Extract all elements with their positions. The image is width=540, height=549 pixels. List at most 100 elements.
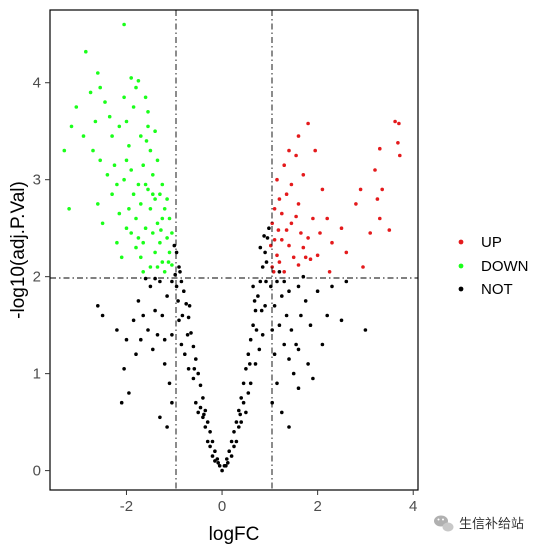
- data-point: [127, 144, 131, 148]
- data-point: [165, 236, 169, 240]
- data-point: [280, 211, 284, 216]
- data-point: [289, 328, 294, 332]
- data-point: [224, 464, 228, 468]
- data-point: [282, 342, 287, 347]
- data-point: [160, 216, 165, 221]
- data-point: [210, 454, 215, 458]
- data-point: [162, 270, 167, 274]
- data-point: [267, 226, 271, 230]
- data-point: [277, 260, 282, 264]
- data-point: [220, 468, 224, 473]
- data-point: [256, 294, 260, 298]
- legend-marker-not: [458, 286, 464, 292]
- data-point: [251, 323, 255, 328]
- data-point: [166, 260, 171, 264]
- data-point: [103, 100, 107, 104]
- data-point: [88, 90, 93, 95]
- data-point: [213, 449, 217, 454]
- data-point: [311, 376, 315, 381]
- data-point: [170, 279, 174, 284]
- data-point: [158, 415, 162, 420]
- data-point: [162, 362, 167, 366]
- data-point: [155, 265, 160, 269]
- data-point: [282, 163, 287, 167]
- data-point: [100, 221, 105, 226]
- data-point: [115, 240, 119, 245]
- wechat-icon: [434, 515, 454, 532]
- data-point: [176, 299, 180, 303]
- data-point: [124, 337, 129, 342]
- data-point: [264, 260, 269, 264]
- data-point: [134, 216, 138, 221]
- data-point: [170, 333, 174, 337]
- data-point: [227, 449, 231, 454]
- data-point: [229, 439, 234, 444]
- data-point: [196, 371, 200, 376]
- data-point: [232, 430, 236, 434]
- data-point: [296, 347, 301, 352]
- data-point: [151, 173, 155, 177]
- data-point: [361, 265, 365, 269]
- data-point: [115, 182, 119, 187]
- series-up: [269, 119, 402, 274]
- data-point: [153, 129, 157, 133]
- data-point: [248, 337, 253, 342]
- data-point: [131, 318, 136, 323]
- data-point: [74, 105, 79, 109]
- data-point: [205, 439, 210, 444]
- y-axis-ticks: 0 1 2 3 4: [33, 75, 50, 480]
- data-point: [182, 289, 186, 294]
- data-point: [330, 240, 334, 245]
- data-point: [272, 207, 277, 211]
- data-point: [277, 197, 282, 201]
- data-point: [129, 168, 133, 172]
- y-axis-title: -log10(adj.P.Val): [8, 181, 29, 319]
- data-point: [124, 158, 129, 163]
- data-point: [141, 163, 145, 167]
- data-point: [272, 352, 277, 357]
- data-point: [270, 221, 275, 226]
- data-point: [234, 420, 239, 424]
- data-point: [198, 405, 203, 410]
- legend-label-down: DOWN: [481, 258, 529, 275]
- data-point: [294, 153, 298, 158]
- legend-label-not: NOT: [481, 281, 513, 298]
- data-point: [158, 279, 162, 284]
- data-point: [257, 347, 262, 352]
- data-point: [259, 308, 264, 313]
- data-point: [344, 279, 349, 284]
- data-point: [248, 362, 252, 366]
- data-point: [194, 357, 198, 361]
- data-point: [271, 270, 276, 274]
- data-point: [122, 95, 126, 100]
- data-point: [246, 391, 251, 395]
- data-point: [253, 362, 258, 366]
- data-point: [84, 49, 88, 54]
- y-tick-label: 2: [33, 269, 41, 286]
- data-point: [330, 284, 334, 289]
- data-point: [252, 299, 257, 303]
- data-point: [122, 367, 126, 371]
- data-point: [296, 386, 301, 391]
- data-point: [107, 114, 112, 119]
- data-point: [320, 187, 325, 192]
- data-point: [136, 236, 141, 240]
- data-point: [308, 257, 313, 262]
- data-point: [378, 146, 382, 151]
- data-point: [158, 240, 162, 245]
- data-point: [299, 313, 303, 318]
- data-point: [134, 352, 138, 357]
- data-point: [375, 197, 380, 201]
- data-point: [210, 439, 215, 444]
- data-point: [183, 352, 187, 357]
- data-point: [303, 299, 308, 303]
- data-point: [241, 381, 246, 386]
- data-point: [127, 207, 131, 211]
- data-point: [100, 313, 105, 318]
- data-point: [368, 231, 373, 235]
- data-point: [93, 119, 98, 124]
- data-point: [146, 110, 150, 114]
- data-point: [191, 344, 196, 349]
- data-point: [174, 250, 179, 255]
- data-point: [158, 192, 162, 196]
